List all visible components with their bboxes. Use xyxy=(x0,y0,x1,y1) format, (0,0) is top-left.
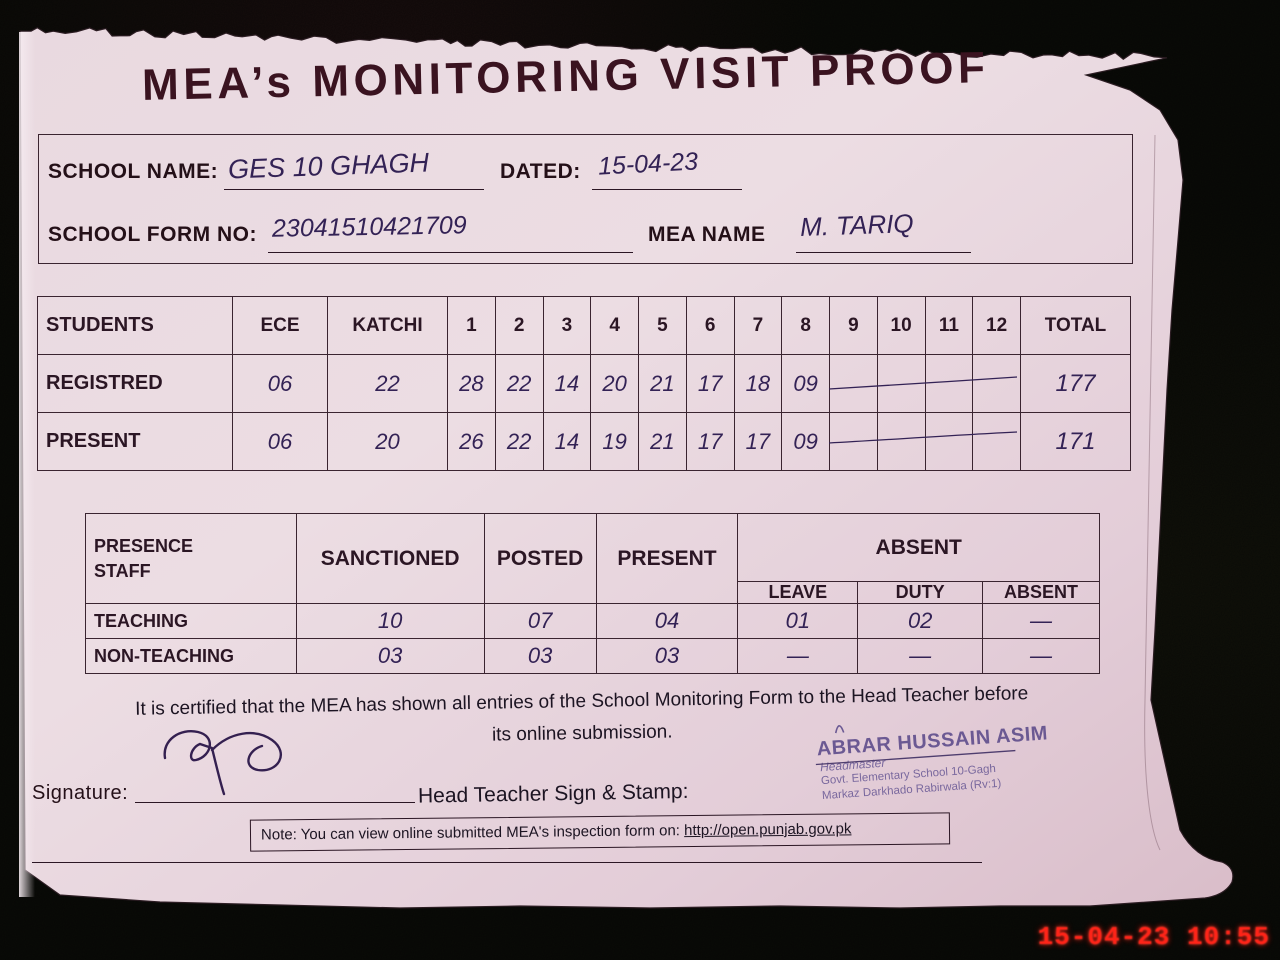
svg-text:ABRAR HUSSAIN ASIM: ABRAR HUSSAIN ASIM xyxy=(816,722,1049,760)
